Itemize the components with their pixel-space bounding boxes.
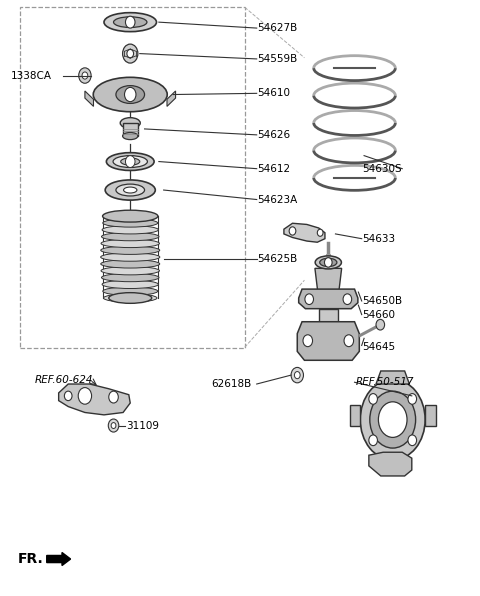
Ellipse shape: [101, 246, 160, 254]
Circle shape: [408, 393, 417, 404]
Text: REF.60-624: REF.60-624: [35, 375, 93, 385]
Circle shape: [122, 44, 138, 63]
Circle shape: [378, 402, 407, 437]
Circle shape: [125, 16, 135, 28]
Ellipse shape: [122, 132, 138, 139]
Text: 54650B: 54650B: [362, 296, 402, 306]
Circle shape: [108, 419, 119, 432]
Circle shape: [360, 379, 425, 460]
Ellipse shape: [113, 156, 147, 167]
Circle shape: [111, 423, 116, 429]
Polygon shape: [319, 309, 338, 337]
Ellipse shape: [320, 258, 337, 266]
Ellipse shape: [114, 17, 147, 27]
Circle shape: [317, 229, 323, 236]
Ellipse shape: [102, 280, 158, 288]
Ellipse shape: [120, 158, 140, 165]
Text: 54610: 54610: [257, 88, 290, 98]
Circle shape: [109, 391, 118, 403]
Polygon shape: [315, 268, 342, 292]
Text: 62618B: 62618B: [211, 379, 252, 389]
Circle shape: [343, 294, 352, 305]
Polygon shape: [167, 91, 176, 107]
Text: 54660: 54660: [362, 309, 395, 319]
Ellipse shape: [93, 77, 167, 111]
Circle shape: [127, 49, 133, 58]
Circle shape: [369, 393, 377, 404]
Text: REF.50-517: REF.50-517: [356, 377, 414, 387]
Text: 54626: 54626: [257, 130, 290, 140]
Text: 31109: 31109: [126, 421, 159, 430]
Polygon shape: [376, 371, 409, 384]
Ellipse shape: [101, 253, 160, 261]
Circle shape: [294, 371, 300, 378]
Text: 54612: 54612: [257, 164, 290, 173]
Text: 54633: 54633: [362, 234, 396, 244]
Ellipse shape: [104, 212, 157, 221]
Circle shape: [376, 319, 384, 330]
Circle shape: [369, 435, 377, 446]
Ellipse shape: [123, 187, 137, 193]
Polygon shape: [85, 91, 94, 107]
Text: 54623A: 54623A: [257, 194, 297, 204]
FancyArrow shape: [47, 552, 71, 566]
Ellipse shape: [101, 266, 159, 275]
Circle shape: [303, 335, 312, 347]
Ellipse shape: [116, 86, 144, 104]
Ellipse shape: [101, 274, 159, 282]
Ellipse shape: [103, 210, 158, 222]
Ellipse shape: [103, 287, 158, 296]
Polygon shape: [299, 289, 358, 309]
Polygon shape: [425, 405, 436, 426]
Ellipse shape: [105, 180, 156, 200]
Circle shape: [344, 335, 354, 347]
Polygon shape: [350, 405, 360, 426]
Circle shape: [324, 257, 332, 267]
Circle shape: [408, 435, 417, 446]
Circle shape: [291, 367, 303, 383]
Ellipse shape: [104, 13, 156, 32]
Ellipse shape: [104, 294, 157, 302]
Text: FR.: FR.: [18, 552, 44, 566]
Text: 54625B: 54625B: [257, 254, 297, 265]
Circle shape: [82, 72, 88, 79]
Text: 54645: 54645: [362, 342, 396, 352]
Circle shape: [78, 387, 92, 404]
Ellipse shape: [102, 226, 158, 234]
Circle shape: [79, 68, 91, 83]
Ellipse shape: [109, 293, 152, 303]
Circle shape: [370, 391, 416, 448]
Ellipse shape: [116, 184, 144, 196]
Circle shape: [124, 88, 136, 102]
Circle shape: [64, 391, 72, 401]
Ellipse shape: [315, 256, 341, 269]
Polygon shape: [284, 224, 325, 242]
Text: 54559B: 54559B: [257, 54, 297, 64]
Circle shape: [305, 294, 313, 305]
Polygon shape: [59, 384, 130, 415]
Text: 1338CA: 1338CA: [11, 70, 52, 80]
Polygon shape: [122, 123, 138, 136]
Polygon shape: [369, 452, 412, 476]
Ellipse shape: [101, 239, 159, 247]
Ellipse shape: [107, 153, 154, 170]
Ellipse shape: [103, 219, 158, 227]
Ellipse shape: [101, 260, 160, 268]
Polygon shape: [297, 322, 360, 361]
Ellipse shape: [101, 232, 159, 241]
Circle shape: [289, 227, 296, 235]
Circle shape: [125, 156, 135, 167]
Text: 54630S: 54630S: [362, 164, 402, 173]
Text: 54627B: 54627B: [257, 23, 297, 33]
Ellipse shape: [120, 117, 140, 128]
